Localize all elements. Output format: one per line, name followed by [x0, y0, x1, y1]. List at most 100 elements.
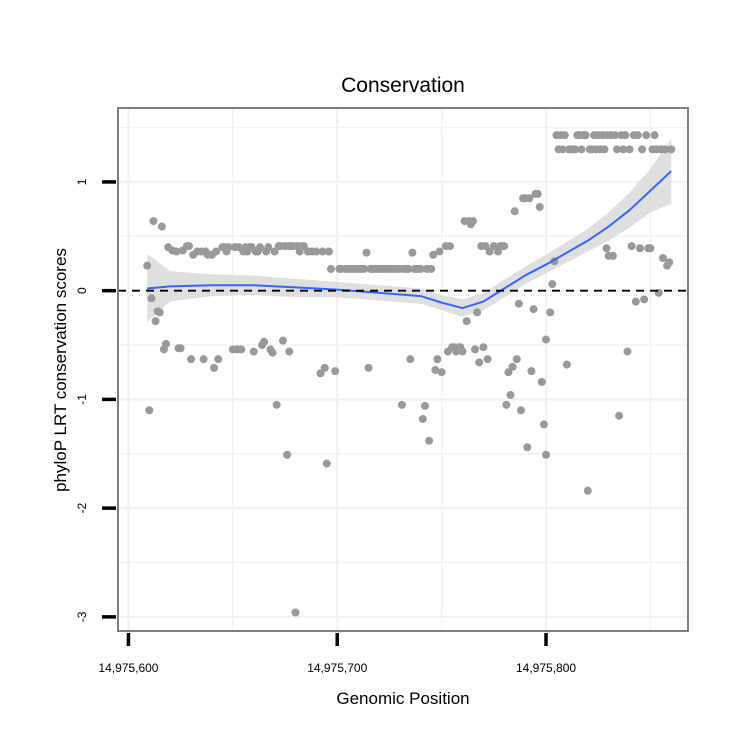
data-point: [523, 443, 532, 452]
y-tick-label: -2: [75, 502, 89, 513]
data-point: [623, 347, 632, 356]
data-point: [613, 145, 622, 154]
data-point: [406, 355, 415, 364]
data-point: [506, 391, 515, 400]
data-point: [224, 243, 233, 252]
data-point: [615, 411, 624, 420]
data-point: [145, 406, 154, 415]
data-point: [529, 305, 538, 314]
data-point: [577, 145, 586, 154]
data-point: [264, 243, 273, 252]
y-tick-label: 0: [75, 287, 89, 294]
data-point: [299, 242, 308, 251]
data-point: [602, 244, 611, 253]
data-point: [658, 254, 667, 263]
data-point: [283, 450, 292, 459]
data-point: [610, 131, 619, 140]
data-point: [268, 348, 277, 357]
data-point: [187, 355, 196, 364]
y-axis-label: phyloP LRT conservation scores: [51, 248, 70, 492]
data-point: [537, 378, 546, 387]
data-point: [172, 247, 181, 256]
y-axis: -3 -2 -1 0 1: [75, 178, 116, 622]
data-point: [431, 366, 440, 375]
data-point: [162, 339, 171, 348]
data-point: [548, 280, 557, 289]
data-point: [285, 347, 294, 356]
data-point: [151, 317, 160, 326]
data-point: [184, 242, 193, 251]
data-point: [249, 347, 258, 356]
data-point: [176, 344, 185, 353]
data-point: [408, 248, 417, 257]
data-point: [429, 250, 438, 259]
data-point: [445, 242, 454, 251]
data-point: [638, 145, 647, 154]
data-point: [558, 145, 567, 154]
data-point: [627, 242, 636, 251]
data-point: [147, 294, 156, 303]
data-point: [546, 308, 555, 317]
y-tick-label: 1: [75, 178, 89, 185]
y-tick-label: -3: [75, 611, 89, 622]
data-point: [462, 317, 471, 326]
data-point: [608, 251, 617, 260]
data-point: [260, 337, 269, 346]
data-point: [199, 355, 208, 364]
data-point: [155, 308, 164, 317]
data-point: [427, 264, 436, 273]
data-point: [661, 145, 670, 154]
data-point: [362, 248, 371, 257]
data-point: [571, 145, 580, 154]
data-point: [237, 345, 246, 354]
y-tick-label: -1: [75, 394, 89, 405]
data-point: [527, 367, 536, 376]
x-axis: 14,975,600 14,975,700 14,975,800: [98, 633, 576, 675]
data-point: [473, 308, 482, 317]
data-point: [210, 363, 219, 372]
data-point: [560, 131, 569, 140]
data-point: [157, 222, 166, 231]
x-tick-label: 14,975,700: [307, 661, 367, 675]
data-point: [322, 459, 331, 468]
data-point: [149, 217, 158, 226]
data-point: [489, 242, 498, 251]
data-point: [475, 358, 484, 367]
plot-panel: [118, 108, 688, 631]
data-point: [642, 131, 651, 140]
data-point: [143, 261, 152, 270]
data-point: [437, 368, 446, 377]
data-point: [468, 217, 477, 226]
data-point: [512, 355, 521, 364]
data-point: [435, 247, 444, 256]
data-point: [510, 207, 519, 216]
data-point: [433, 355, 442, 364]
data-point: [542, 335, 551, 344]
data-point: [481, 242, 490, 251]
data-point: [535, 202, 544, 211]
points-layer: [143, 131, 676, 617]
data-point: [479, 343, 488, 352]
data-point: [504, 368, 513, 377]
data-point: [272, 400, 281, 409]
loess-line: [147, 170, 672, 310]
data-point: [324, 247, 333, 256]
data-point: [625, 145, 634, 154]
data-point: [667, 145, 676, 154]
data-point: [640, 295, 649, 304]
data-point: [508, 362, 517, 371]
data-point: [318, 247, 327, 256]
data-point: [581, 131, 590, 140]
data-point: [331, 367, 340, 376]
data-point: [525, 194, 534, 203]
data-point: [539, 420, 548, 429]
smooth-line-layer: [147, 170, 672, 310]
x-axis-label: Genomic Position: [336, 689, 469, 708]
data-point: [420, 401, 429, 410]
x-tick-label: 14,975,800: [516, 661, 576, 675]
data-point: [270, 247, 279, 256]
data-point: [619, 145, 628, 154]
data-point: [320, 363, 329, 372]
data-point: [621, 131, 630, 140]
